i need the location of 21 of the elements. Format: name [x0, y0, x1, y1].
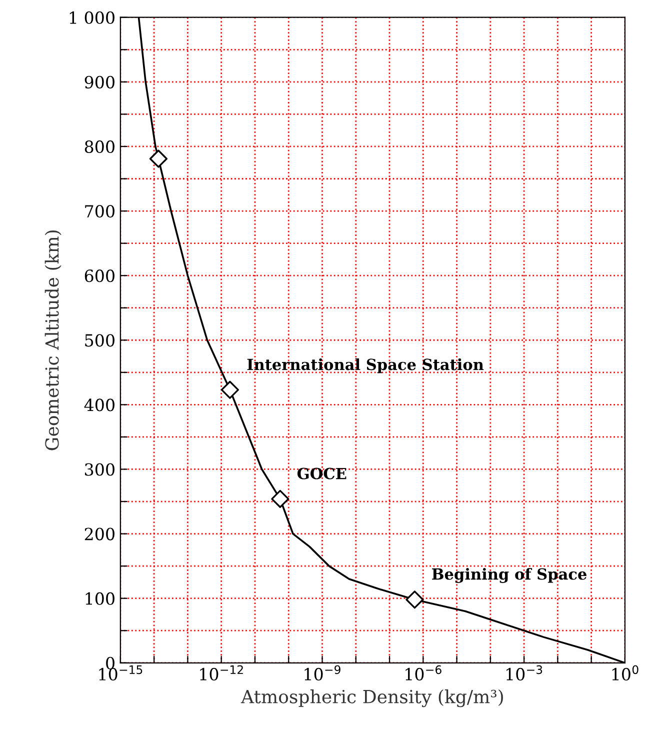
annotation: Begining of Space [432, 568, 587, 583]
x-tick-label: 10$^{−6}$ [406, 665, 442, 681]
y-tick-label: 400 [84, 398, 114, 412]
y-tick-label: 800 [84, 140, 114, 154]
y-tick-label: 600 [84, 270, 114, 282]
x-tick-label: 10$^{0}$ [612, 665, 638, 681]
y-tick-label: 0 [106, 656, 114, 670]
y-tick-label: 100 [86, 592, 114, 605]
y-tick-label: 700 [85, 204, 114, 218]
x-tick-label: 10$^{−3}$ [506, 665, 542, 681]
y-tick-label: 200 [84, 528, 114, 540]
y-tick-label: 300 [85, 463, 114, 476]
annotation: GOCE [297, 468, 346, 480]
x-tick-label: 10$^{−12}$ [200, 665, 243, 681]
annotation: International Space Station [247, 358, 484, 374]
x-axis-title: Atmospheric Density (kg/m³) [240, 689, 503, 708]
y-tick-label: 1 000 [70, 11, 114, 24]
y-tick-label: 500 [85, 334, 114, 347]
y-tick-label: 900 [84, 76, 114, 88]
x-tick-label: 10$^{−9}$ [304, 665, 340, 681]
y-axis-title: Geometric Altitude (km) [44, 230, 62, 450]
